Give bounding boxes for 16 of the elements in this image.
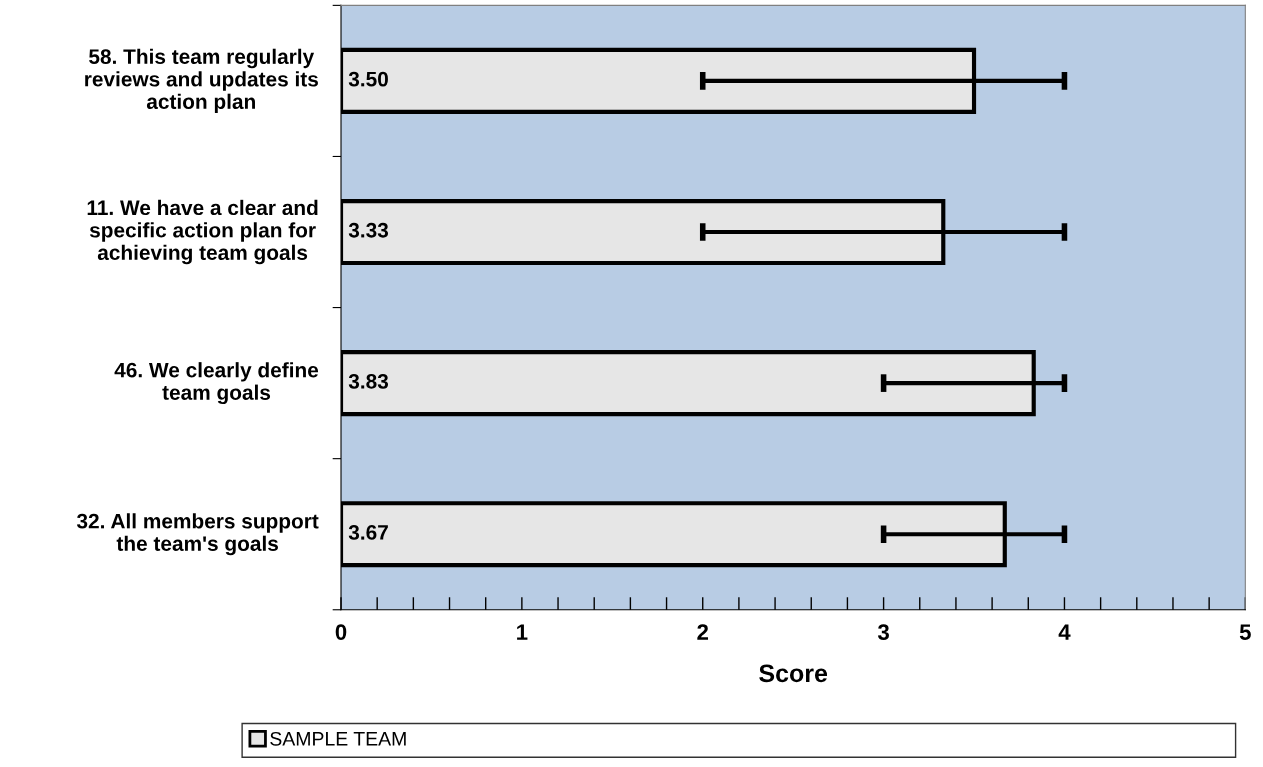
data-label: 3.67: [348, 525, 388, 540]
x-tick-label: 1: [517, 624, 528, 640]
data-label: 3.50: [348, 71, 388, 87]
x-tick-label: 4: [1058, 624, 1071, 640]
legend-label: SAMPLE TEAM: [270, 731, 406, 746]
y-tick-label: 46. We clearly define team goals: [114, 362, 319, 405]
x-tick-label: 5: [1239, 624, 1251, 640]
x-tick-label: 0: [335, 624, 347, 640]
x-axis-title: Score: [759, 664, 828, 683]
data-label: 3.33: [348, 222, 389, 238]
x-tick-label: 2: [697, 624, 709, 640]
y-tick-label: 58. This team regularly reviews and updates its action plan: [85, 48, 318, 114]
y-tick-label: 32. All members support the team's goals: [76, 513, 319, 556]
x-tick-label: 3: [877, 624, 889, 641]
y-tick-label: 11. We have a clear and specific action plan for achieving team goals: [87, 199, 318, 265]
data-label: 3.83: [348, 373, 389, 389]
